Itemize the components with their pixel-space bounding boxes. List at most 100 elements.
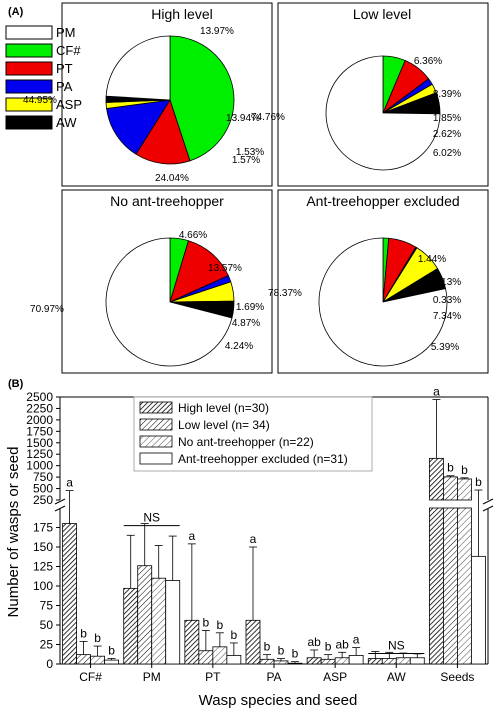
bar-legend-label-2: No ant-treehopper (n=22) (178, 435, 314, 449)
bar-cf-s3 (104, 659, 119, 665)
bar-aw-s3 (409, 657, 425, 665)
x-tick-label-aw: AW (387, 670, 407, 684)
bar-asp-s2 (334, 657, 350, 665)
bar-pt-s2 (212, 646, 228, 665)
bar-aw-s1 (381, 658, 397, 665)
legend-swatch-pt (5, 61, 53, 76)
axis-break-mark-right-lower (482, 505, 494, 512)
pie-excluded-label-pt: 7.13% (433, 277, 461, 288)
bar-seeds-s1-lower (443, 507, 458, 665)
pie-no-ant-label-aw: 4.24% (225, 341, 253, 352)
y-tick-label-1250: 1250 (26, 447, 53, 461)
sig-letter-asp-s2: ab (335, 637, 349, 651)
pie-high-slice-pt (135, 99, 191, 165)
bar-pm-s1 (137, 565, 153, 665)
pie-frame-excluded (277, 189, 489, 374)
pie-title-high: High level (151, 6, 212, 22)
bar-aw-s0 (367, 658, 383, 665)
bar-pt-s1 (198, 650, 214, 665)
y-tick-label-50: 50 (40, 618, 54, 632)
sig-letter-pa-s2: b (278, 644, 285, 658)
y-tick-label-1750: 1750 (26, 424, 53, 438)
pie-low-label-pa: 1.85% (433, 113, 461, 124)
pie-no-ant-label-cf: 4.66% (179, 230, 207, 241)
pie-frame-high (61, 2, 273, 187)
pie-high-slice-cf (169, 35, 235, 162)
pie-no-ant-label-pt: 13.57% (208, 263, 242, 274)
pie-low-slice-pm (325, 55, 441, 171)
bar-legend-label-0: High level (n=30) (178, 401, 269, 415)
sig-letter-asp-s1: b (325, 640, 332, 654)
legend-label-aw: AW (56, 115, 77, 130)
sig-letter-pt-s1: b (203, 615, 210, 629)
legend-label-asp: ASP (56, 97, 82, 112)
panel-b-label: (B) (8, 378, 24, 390)
pie-title-low: Low level (353, 6, 411, 22)
sig-letter-pa-s3: b (292, 647, 299, 661)
bar-legend-swatch-2 (139, 435, 173, 448)
pie-no-ant-slice-pt (169, 240, 229, 303)
sig-letter-seeds-s0: a (433, 385, 440, 399)
legend-swatch-cf (5, 43, 53, 58)
legend-label-pa: PA (56, 79, 73, 94)
pie-no-ant-slice-pm (105, 237, 233, 367)
pie-high-label-pa: 13.94% (226, 113, 260, 124)
y-tick-label-2250: 2250 (26, 401, 53, 415)
pie-low-label-pm: 74.76% (251, 112, 285, 123)
bar-legend-swatch-1 (139, 418, 173, 431)
bar-seeds-s3 (471, 555, 486, 665)
bar-x-axis-label: Wasp species and seed (199, 692, 358, 709)
x-tick-label-pt: PT (205, 670, 221, 684)
sig-letter-seeds-s2: b (461, 463, 468, 477)
bar-legend-swatch-3 (139, 452, 173, 465)
bar-pm-s2 (151, 577, 167, 665)
bar-seeds-s0 (429, 457, 444, 501)
pie-high-label-pm: 24.04% (155, 173, 189, 184)
legend-label-pm: PM (56, 25, 76, 40)
bar-pa-s2 (273, 660, 289, 665)
bar-chart: 0 25 50 75 100 125 150 175 250500750100012501500… (26, 385, 494, 684)
bar-legend-label-1: Low level (n= 34) (178, 418, 270, 432)
pie-excluded-label-pm: 78.37% (268, 288, 302, 299)
legend-label-cf: CF# (56, 43, 81, 58)
pie-excluded-label-asp: 7.34% (433, 311, 461, 322)
bar-pm-s3 (165, 580, 181, 665)
legend-swatch-pm (5, 25, 53, 40)
pie-title-no-ant: No ant-treehopper (110, 193, 224, 209)
ns-label-aw: NS (388, 639, 405, 653)
legend-swatch-asp (5, 97, 53, 112)
sig-letter-seeds-s3: b (475, 475, 482, 489)
pie-high-label-pt: 13.97% (200, 26, 234, 37)
bar-seeds-s0-lower (429, 507, 444, 665)
bar-legend-swatch-0 (139, 401, 173, 414)
pie-excluded-label-pa: 0.33% (433, 295, 461, 306)
y-tick-label-175: 175 (33, 521, 53, 535)
sig-letter-asp-s3: a (353, 633, 360, 647)
pie-excluded-label-cf: 1.44% (418, 254, 446, 265)
sig-letter-cf-s1: b (80, 626, 87, 640)
pie-high-label-asp: 1.53% (236, 147, 264, 158)
pie-charts: 24.04% 44.95% 13.97% 13.94% 1.53%1.57% 74.76%… (23, 26, 461, 367)
bar-asp-s1 (320, 658, 336, 665)
panel-a-legend: PM CF# PT PA ASP AW (5, 25, 82, 130)
bar-pa-s3 (287, 662, 303, 665)
bar-legend: High level (n=30) Low level (n= 34) No ant… (133, 396, 373, 472)
sig-letter-cf-s3: b (108, 644, 115, 658)
y-tick-label-750: 750 (33, 470, 53, 484)
bar-seeds-s1 (443, 476, 458, 501)
pie-excluded-label-aw: 5.39% (431, 342, 459, 353)
pie-high-slice-pm (105, 35, 171, 101)
pie-high-label-aw: 1.57% (232, 155, 260, 166)
x-tick-label-cf: CF# (79, 670, 102, 684)
x-tick-label-asp: ASP (323, 670, 347, 684)
y-tick-label-1500: 1500 (26, 436, 53, 450)
x-tick-label-pa: PA (266, 670, 281, 684)
bar-seeds-s2-lower (457, 507, 472, 665)
pie-excluded-slice-pm (318, 237, 448, 367)
axis-break-mark-right-upper (482, 498, 494, 505)
legend-label-pt: PT (56, 61, 73, 76)
pie-high-label-cf: 44.95% (23, 95, 57, 106)
y-tick-label-150: 150 (33, 540, 53, 554)
panel-a-label: (A) (8, 6, 24, 18)
sig-letter-pt-s0: a (189, 529, 196, 543)
